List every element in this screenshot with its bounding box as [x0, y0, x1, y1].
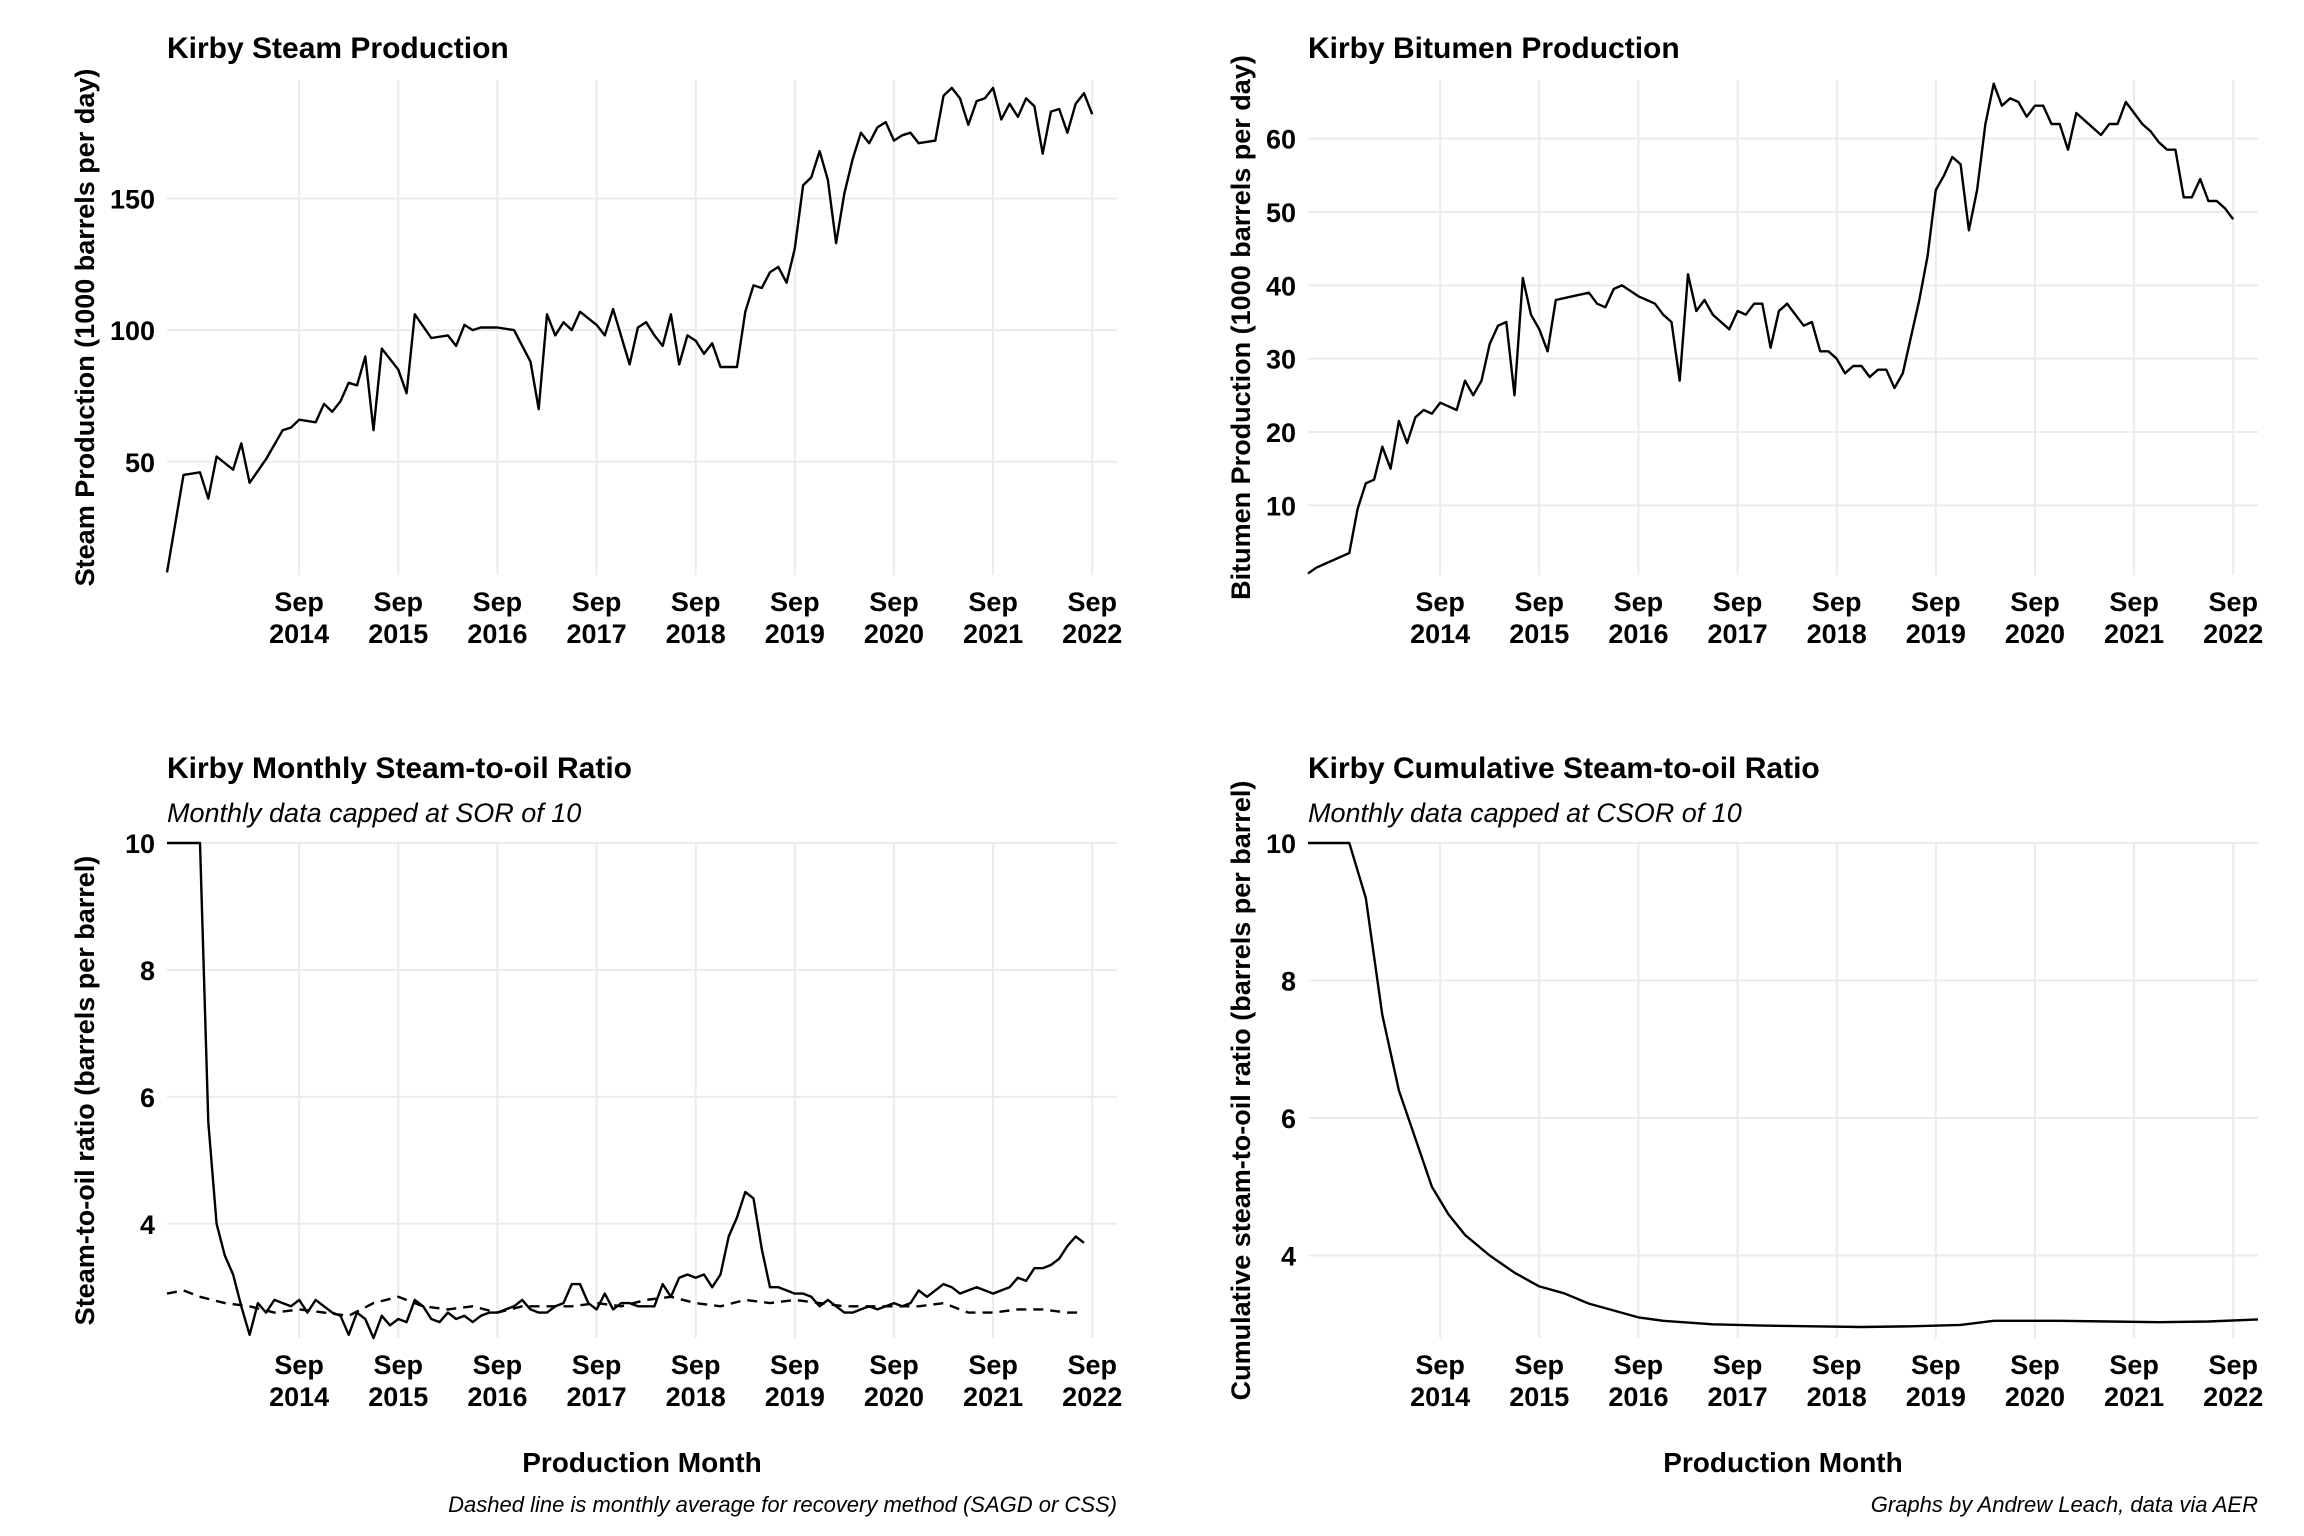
x-tick-label: Sep 2017	[1708, 587, 1768, 649]
y-tick-label: 6	[140, 1083, 155, 1113]
x-tick-label: Sep 2020	[864, 587, 924, 649]
chart-panel-2: Sep 2014 Sep 2015 Sep 2016 Sep 2017 Sep 2018 Sep 20…	[1226, 32, 2263, 649]
x-tick-label: Sep 2019	[765, 1350, 825, 1412]
chart-caption: Dashed line is monthly average for recov…	[448, 1492, 1117, 1517]
series-line	[1308, 841, 2259, 1329]
x-tick-label: Sep 2019	[1906, 1350, 1966, 1412]
y-tick-label: 40	[1266, 271, 1296, 301]
y-tick-label: 8	[140, 956, 155, 986]
chart-panel-1: Sep 2014 Sep 2015 Sep 2016 Sep 2017 Sep 2018 Sep 20…	[70, 32, 1122, 649]
series-line	[165, 86, 1094, 573]
y-axis-label: Steam Production (1000 barrels per day)	[70, 69, 100, 587]
x-axis-title: Production Month	[1663, 1447, 1903, 1478]
x-tick-label: Sep 2017	[1708, 1350, 1768, 1412]
x-tick-label: Sep 2022	[2203, 587, 2263, 649]
y-tick-label: 10	[125, 829, 155, 859]
x-tick-label: Sep 2020	[864, 1350, 924, 1412]
y-tick-label: 6	[1281, 1104, 1296, 1134]
y-tick-label: 4	[1281, 1242, 1296, 1272]
x-tick-label: Sep 2016	[467, 1350, 527, 1412]
x-tick-label: Sep 2015	[368, 1350, 428, 1412]
x-tick-label: Sep 2020	[2005, 587, 2065, 649]
x-tick-label: Sep 2019	[1906, 587, 1966, 649]
y-tick-label: 20	[1266, 418, 1296, 448]
x-tick-label: Sep 2014	[269, 587, 329, 649]
x-tick-label: Sep 2019	[765, 587, 825, 649]
y-tick-label: 50	[125, 448, 155, 478]
x-tick-label: Sep 2015	[368, 587, 428, 649]
x-tick-label: Sep 2022	[1062, 1350, 1122, 1412]
x-tick-label: Sep 2020	[2005, 1350, 2065, 1412]
x-tick-label: Sep 2018	[1807, 587, 1867, 649]
chart-title: Kirby Monthly Steam-to-oil Ratio	[167, 752, 632, 785]
x-tick-label: Sep 2021	[963, 1350, 1023, 1412]
x-tick-label: Sep 2014	[1410, 587, 1470, 649]
series-line	[167, 841, 1085, 1340]
x-tick-label: Sep 2017	[567, 587, 627, 649]
x-tick-label: Sep 2018	[1807, 1350, 1867, 1412]
x-tick-label: Sep 2015	[1509, 587, 1569, 649]
x-tick-label: Sep 2014	[1410, 1350, 1470, 1412]
x-tick-label: Sep 2017	[567, 1350, 627, 1412]
x-tick-label: Sep 2015	[1509, 1350, 1569, 1412]
y-tick-label: 100	[110, 316, 155, 346]
chart-title: Kirby Steam Production	[167, 32, 509, 65]
x-tick-label: Sep 2022	[2203, 1350, 2263, 1412]
chart-subtitle: Monthly data capped at CSOR of 10	[1308, 798, 1742, 828]
y-tick-label: 10	[1266, 829, 1296, 859]
y-tick-label: 8	[1281, 967, 1296, 997]
x-tick-label: Sep 2018	[666, 1350, 726, 1412]
y-axis-label: Bitumen Production (1000 barrels per day…	[1226, 55, 1256, 600]
x-tick-label: Sep 2022	[1062, 587, 1122, 649]
x-tick-label: Sep 2016	[467, 587, 527, 649]
series-line	[1307, 82, 2235, 575]
chart-title: Kirby Cumulative Steam-to-oil Ratio	[1308, 752, 1820, 785]
y-tick-label: 30	[1266, 345, 1296, 375]
y-axis-label: Steam-to-oil ratio (barrels per barrel)	[70, 856, 100, 1326]
chart-caption: Graphs by Andrew Leach, data via AER	[1871, 1492, 2258, 1517]
chart-subtitle: Monthly data capped at SOR of 10	[167, 798, 581, 828]
y-tick-label: 60	[1266, 125, 1296, 155]
chart-panel-3: Sep 2014 Sep 2015 Sep 2016 Sep 2017 Sep 2018 Sep 20…	[70, 752, 1122, 1517]
y-tick-label: 50	[1266, 198, 1296, 228]
x-tick-label: Sep 2014	[269, 1350, 329, 1412]
x-tick-label: Sep 2021	[963, 587, 1023, 649]
chart-panel-4: Sep 2014 Sep 2015 Sep 2016 Sep 2017 Sep 2018 Sep 20…	[1226, 752, 2263, 1517]
x-tick-label: Sep 2021	[2104, 1350, 2164, 1412]
x-axis-title: Production Month	[522, 1447, 762, 1478]
y-axis-label: Cumulative steam-to-oil ratio (barrels p…	[1226, 781, 1256, 1401]
x-tick-label: Sep 2021	[2104, 587, 2164, 649]
x-tick-label: Sep 2018	[666, 587, 726, 649]
y-tick-label: 10	[1266, 491, 1296, 521]
series-line-dashed	[166, 1289, 1084, 1317]
y-tick-label: 150	[110, 184, 155, 214]
x-tick-label: Sep 2016	[1608, 587, 1668, 649]
y-tick-label: 4	[140, 1210, 155, 1240]
x-tick-label: Sep 2016	[1608, 1350, 1668, 1412]
chart-title: Kirby Bitumen Production	[1308, 32, 1680, 65]
